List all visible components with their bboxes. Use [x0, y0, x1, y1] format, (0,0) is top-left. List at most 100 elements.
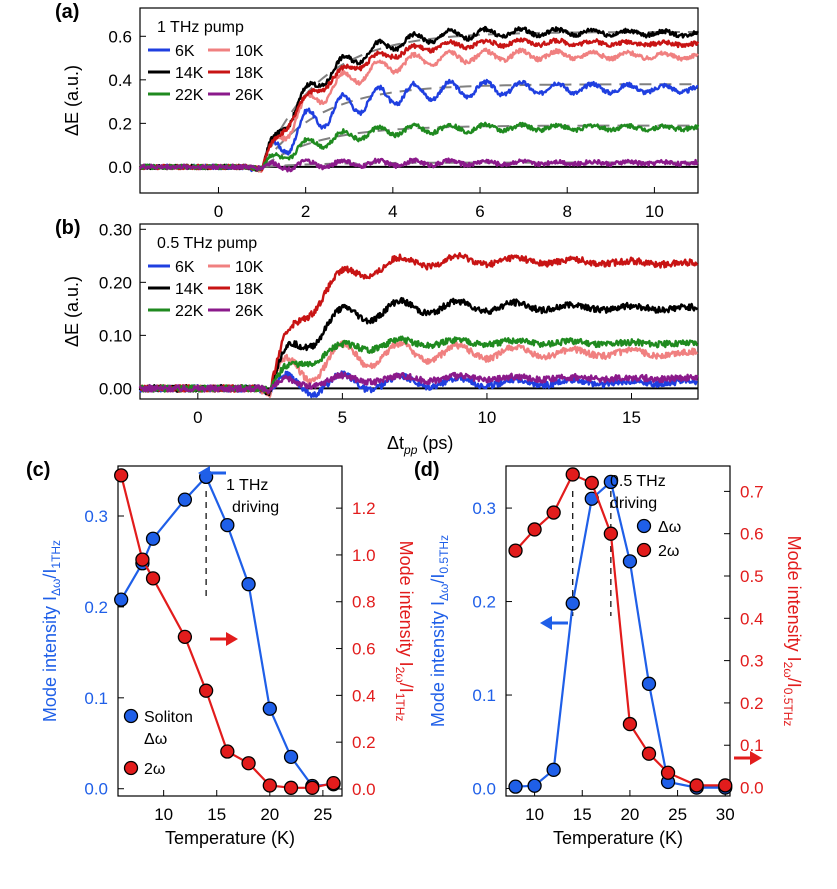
data-point	[283, 780, 299, 795]
x-tick-label: 30	[716, 805, 735, 824]
y-tick-label: 0.6	[108, 27, 132, 46]
panel-d: 10 15 20 25 30 0.0 0.1 0.2 0.3 0.0 0.1 0.2 0.3 0.4 0.5…	[414, 459, 804, 848]
label-part: Mode intensity I	[428, 601, 448, 727]
x-tick-label: 15	[207, 805, 226, 824]
label-part: 0.5THz	[781, 688, 795, 727]
y-left-label: Mode intensity IΔω/I0.5THz	[428, 535, 451, 727]
data-point	[718, 778, 733, 793]
y-right-label: Mode intensity I2ω/I0.5THz	[781, 536, 804, 727]
y-axis-label: ΔE (a.u.)	[62, 65, 82, 136]
data-point	[262, 701, 277, 716]
series-18K	[138, 251, 699, 396]
data-point	[114, 592, 129, 607]
y-right-axis-label: Mode intensity I2ω/I0.5THz	[781, 536, 804, 727]
data-point	[305, 780, 320, 795]
legend-entry: 10K	[235, 259, 264, 276]
x-axis-label: Δtpp (ps)	[387, 433, 453, 457]
data-point	[114, 468, 129, 483]
x-tick-label: 5	[338, 408, 347, 427]
label-part: /I	[784, 678, 804, 688]
legend-entry: 22K	[175, 87, 204, 104]
legend-entry: 14K	[175, 281, 204, 298]
annotation: driving	[610, 495, 657, 512]
label-part: Δω	[437, 584, 451, 601]
label-part: pp	[403, 443, 418, 457]
label-part: 2ω	[781, 662, 795, 678]
y-right-tick-label: 0.8	[352, 593, 376, 612]
data-point	[584, 475, 599, 491]
series-26K	[138, 157, 699, 173]
label-part: /I	[428, 574, 448, 584]
data-point	[220, 744, 235, 759]
legend-entry: Soliton	[144, 709, 193, 726]
y-right-tick-label: 0.3	[740, 652, 764, 671]
y-left-tick-label: 0.2	[472, 593, 496, 612]
data-point	[689, 778, 704, 793]
y-right-label: Mode intensity I2ω/I1THz	[393, 541, 416, 722]
legend-entry: 10K	[235, 43, 264, 60]
annotation: driving	[232, 499, 279, 516]
x-tick-label: 25	[668, 805, 687, 824]
x-tick-label: 8	[562, 202, 571, 221]
annotation: 1 THz	[226, 477, 268, 494]
legend-entry: 6K	[175, 43, 195, 60]
y-tick-label: 0.0	[108, 158, 132, 177]
x-tick-label: 10	[477, 408, 496, 427]
y-right-tick-label: 0.0	[740, 779, 764, 798]
y-tick-label: 0.4	[108, 71, 132, 90]
fit-curve	[244, 161, 698, 168]
fit-curve	[244, 31, 698, 168]
series-26K	[138, 371, 699, 395]
arrow-head	[226, 632, 238, 646]
plot-frame	[139, 7, 699, 194]
x-tick-label: 0	[214, 202, 223, 221]
x-axis-label: Temperature (K)	[165, 828, 295, 848]
legend-entry: Δω	[658, 519, 681, 536]
y-right-tick-label: 1.0	[352, 546, 376, 565]
y-axis-label: ΔE (a.u.)	[62, 276, 82, 347]
arrow-head	[540, 616, 552, 630]
y-left-axis-label: Mode intensity IΔω/I1THz	[40, 540, 63, 722]
data-point	[546, 505, 561, 520]
legend-entry: 26K	[235, 87, 264, 104]
y-left-tick-label: 0.3	[472, 499, 496, 518]
y-left-tick-label: 0.3	[84, 507, 108, 526]
data-point	[220, 517, 235, 533]
label-part: Mode intensity I	[784, 536, 804, 662]
legend-marker	[636, 518, 652, 534]
label-part: 1THz	[49, 540, 63, 569]
y-right-tick-label: 0.2	[740, 694, 764, 713]
label-part: (ps)	[417, 433, 453, 453]
x-tick-label: 20	[620, 805, 639, 824]
y-left-tick-label: 0.1	[84, 689, 108, 708]
y-tick-label: 0.30	[99, 220, 132, 239]
x-tick-label: 20	[260, 805, 279, 824]
data-point	[145, 571, 161, 586]
legend-entry: 18K	[235, 65, 264, 82]
panel-a: 0 2 4 6 8 10 0.0 0.2 0.4 0.6 (a) 1 THz pump 6K 10K 14K…	[55, 1, 700, 221]
data-point	[241, 577, 256, 592]
y-right-axis-label: Mode intensity I2ω/I1THz	[393, 541, 416, 722]
panel-label: (d)	[414, 459, 440, 481]
x-tick-label: 10	[525, 805, 544, 824]
legend-marker	[636, 542, 652, 558]
data-point	[660, 765, 676, 780]
y-tick-label: 0.00	[99, 379, 132, 398]
data-point	[177, 492, 193, 507]
y-right-tick-label: 0.2	[352, 733, 376, 752]
data-point	[546, 762, 561, 777]
legend-marker	[123, 760, 139, 776]
panel-b: 0 5 10 15 0.00 0.10 0.20 0.30 (b) 0.5 THz pump 6K 1…	[55, 217, 699, 457]
plot-frame	[117, 465, 343, 797]
data-point	[527, 522, 542, 537]
data-point	[527, 778, 542, 793]
x-tick-label: 10	[154, 805, 173, 824]
data-point	[641, 746, 657, 761]
data-point	[565, 467, 580, 482]
data-point	[262, 778, 277, 793]
y-left-tick-label: 0.2	[84, 598, 108, 617]
y-right-tick-label: 0.1	[740, 736, 764, 755]
legend-entry: 18K	[235, 281, 264, 298]
y-right-tick-label: 0.4	[740, 609, 764, 628]
